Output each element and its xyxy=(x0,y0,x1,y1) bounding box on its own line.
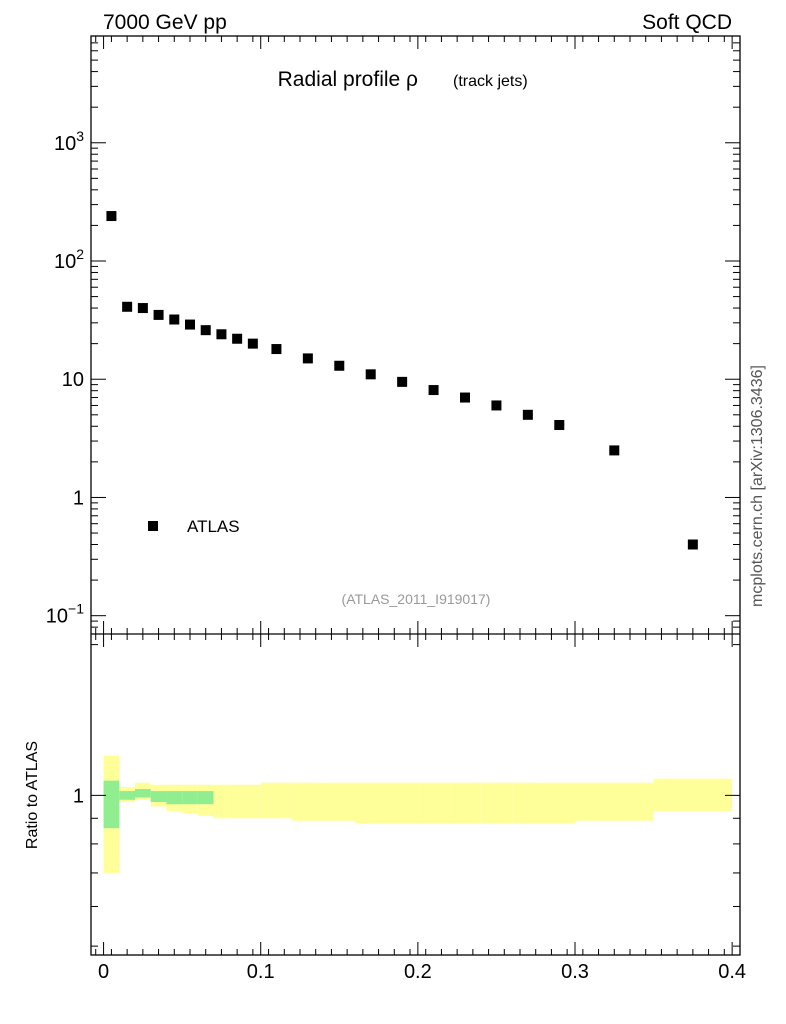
y-tick-label: 103 xyxy=(54,128,84,155)
data-point xyxy=(247,338,258,349)
data-point xyxy=(185,319,195,330)
yellow-band-bin xyxy=(355,782,387,824)
chart-title-suffix: (track jets) xyxy=(453,73,528,90)
yellow-band-bin xyxy=(229,784,245,819)
yellow-band-bin xyxy=(245,784,261,819)
green-band-bin xyxy=(166,791,183,805)
yellow-band-bin xyxy=(213,784,230,819)
y-tick-label: 10 xyxy=(62,369,84,391)
yellow-band-bin xyxy=(480,782,513,824)
ratio-y-tick-label: 1 xyxy=(73,785,84,807)
yellow-band-bin xyxy=(260,782,293,819)
data-point xyxy=(554,420,565,431)
data-point xyxy=(106,211,117,222)
side-source-label: mcplots.cern.ch [arXiv:1306.3436] xyxy=(749,365,766,607)
legend-marker xyxy=(148,521,158,531)
yellow-band-bin xyxy=(575,782,654,821)
atlas-data-points xyxy=(106,211,698,550)
frame xyxy=(90,35,741,956)
chart-title: Radial profile ρ xyxy=(278,68,418,91)
header-right: Soft QCD xyxy=(642,11,732,34)
yellow-band-bin xyxy=(292,782,324,821)
data-point xyxy=(334,360,345,371)
data-point xyxy=(397,376,408,387)
data-point xyxy=(137,303,148,314)
data-point xyxy=(491,400,502,411)
x-tick-label: 0.1 xyxy=(247,961,275,983)
data-point xyxy=(609,445,620,456)
data-point xyxy=(122,301,133,312)
data-point xyxy=(428,385,439,396)
data-point xyxy=(302,353,313,364)
yellow-band-bin xyxy=(449,782,481,824)
yellow-band-bin xyxy=(543,782,575,824)
y-tick-label: 10−1 xyxy=(46,601,84,628)
data-point xyxy=(200,325,211,336)
mc-band-narrow xyxy=(103,780,214,829)
analysis-tag: (ATLAS_2011_I919017) xyxy=(342,591,491,607)
data-point xyxy=(460,392,470,403)
x-tick-label: 0.2 xyxy=(404,961,432,983)
yellow-band-bin xyxy=(417,782,450,824)
green-band-bin xyxy=(197,791,214,805)
mc-band-wide xyxy=(103,755,733,873)
data-point xyxy=(153,309,164,320)
data-point xyxy=(216,329,227,340)
ratio-y-axis-label: Ratio to ATLAS xyxy=(24,741,41,849)
axes-frame xyxy=(90,35,741,956)
data-point xyxy=(687,539,698,550)
data-point xyxy=(522,409,533,420)
x-tick-label: 0.3 xyxy=(561,961,589,983)
data-point xyxy=(365,369,376,380)
green-band-bin xyxy=(119,791,135,800)
legend-label: ATLAS xyxy=(187,517,240,536)
green-band-bin xyxy=(150,791,167,802)
y-tick-label: 102 xyxy=(54,246,84,273)
header-left: 7000 GeV pp xyxy=(103,11,227,34)
yellow-band-bin xyxy=(386,782,418,824)
green-band-bin xyxy=(135,788,151,798)
yellow-band-bin xyxy=(512,782,544,824)
green-band-bin xyxy=(103,780,120,829)
green-band-bin xyxy=(182,791,198,805)
data-point xyxy=(232,333,243,344)
yellow-band-bin xyxy=(653,778,733,812)
data-point xyxy=(169,314,180,325)
yellow-band-bin xyxy=(323,782,355,821)
x-tick-label: 0.4 xyxy=(718,961,746,983)
data-point xyxy=(271,344,282,355)
y-tick-label: 1 xyxy=(73,487,84,509)
x-tick-label: 0 xyxy=(98,961,109,983)
